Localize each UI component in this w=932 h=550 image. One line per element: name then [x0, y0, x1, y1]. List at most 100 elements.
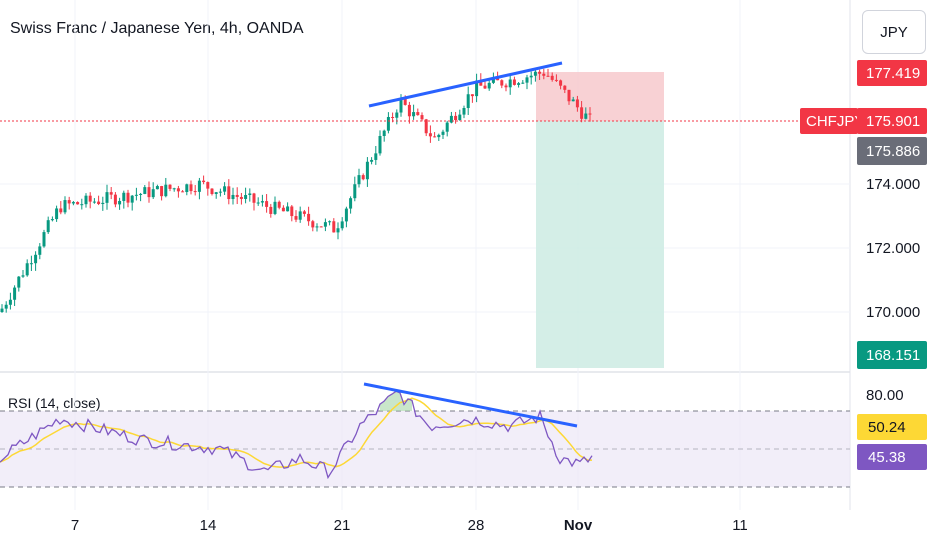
candle-body [8, 299, 12, 305]
candle-body [252, 193, 256, 203]
candle-body [92, 201, 96, 203]
rsi-value-tag [857, 444, 927, 470]
candle-body [189, 184, 193, 192]
candle-body [260, 201, 264, 203]
candle-body [315, 226, 319, 228]
candle-body [248, 193, 252, 195]
candle-body [424, 119, 428, 134]
candle-body [290, 206, 294, 217]
candle-body [357, 175, 361, 185]
candlestick-series [0, 68, 592, 313]
candle-body [538, 71, 542, 74]
candle-body [130, 195, 134, 203]
candle-body [244, 194, 248, 199]
candle-body [235, 194, 239, 197]
stop-price-text: 177.419 [866, 65, 920, 82]
candle-body [487, 82, 491, 89]
rsi-ma-tag [857, 414, 927, 440]
candle-body [302, 211, 306, 214]
candle-body [483, 85, 487, 89]
candle-body [462, 108, 466, 115]
candle-body [307, 213, 311, 222]
candle-body [281, 207, 285, 212]
candle-body [412, 112, 416, 117]
candle-body [277, 201, 281, 208]
candle-body [13, 287, 17, 300]
candle-body [407, 104, 411, 117]
candle-body [181, 191, 185, 193]
candle-body [328, 221, 332, 223]
stop-price-tag [857, 60, 927, 86]
rsi-trendline[interactable] [363, 382, 578, 428]
time-label-21: 21 [334, 517, 351, 534]
symbol-tag-text: CHFJPY [806, 113, 864, 130]
candle-body [479, 80, 483, 86]
candle-body [378, 136, 382, 154]
price-trendline[interactable] [368, 61, 563, 108]
candle-body [256, 202, 260, 204]
candle-body [542, 73, 546, 76]
candle-body [470, 94, 474, 97]
price-label-174: 174.000 [866, 176, 920, 193]
time-label-11: 11 [732, 517, 748, 534]
candle-body [160, 186, 164, 197]
candle-body [525, 77, 529, 83]
candle-body [84, 195, 88, 205]
candle-body [475, 80, 479, 97]
currency-button[interactable]: JPY [862, 10, 926, 54]
candle-body [416, 112, 420, 116]
candle-body [147, 187, 151, 198]
candle-body [454, 115, 458, 121]
candle-body [349, 198, 353, 209]
candle-body [567, 89, 571, 102]
candle-body [197, 180, 201, 192]
candle-body [214, 192, 218, 194]
candle-body [575, 99, 579, 108]
candle-body [101, 202, 105, 205]
candle-body [332, 221, 336, 233]
candle-body [155, 186, 159, 190]
rsi-ma-value: 50.24 [868, 419, 906, 436]
time-label-28: 28 [468, 517, 485, 534]
candle-body [168, 184, 172, 189]
candle-body [50, 219, 54, 221]
candle-body [38, 246, 42, 255]
stop-loss-zone[interactable] [536, 72, 664, 121]
candle-body [361, 175, 365, 180]
take-profit-zone[interactable] [536, 121, 664, 368]
candle-body [42, 232, 46, 247]
target-price-text: 168.151 [866, 347, 920, 364]
candle-body [445, 122, 449, 132]
candle-body [319, 226, 323, 228]
candle-body [399, 98, 403, 113]
candle-body [458, 114, 462, 121]
candle-body [449, 115, 453, 123]
candle-body [554, 79, 558, 81]
time-label-7: 7 [71, 517, 79, 534]
candle-body [588, 113, 592, 115]
candle-body [25, 263, 29, 276]
candle-body [336, 228, 340, 233]
time-label-nov: Nov [564, 517, 593, 534]
candle-body [126, 192, 130, 203]
candle-body [4, 304, 8, 309]
rsi-legend-label: RSI (14, close) [8, 395, 101, 411]
candle-body [164, 184, 168, 197]
candle-body [311, 221, 315, 228]
candle-body [67, 200, 71, 204]
candle-body [391, 116, 395, 118]
candle-body [176, 188, 180, 192]
candle-body [105, 192, 109, 203]
rsi-value-text: 45.38 [868, 449, 906, 466]
candle-body [227, 186, 231, 200]
candle-body [323, 222, 327, 227]
price-label-170: 170.000 [866, 304, 920, 321]
candle-body [88, 195, 92, 202]
candle-body [382, 130, 386, 137]
candle-body [21, 275, 25, 277]
candle-body [517, 83, 521, 85]
candle-body [340, 221, 344, 229]
countdown-price-tag [857, 137, 927, 165]
candle-body [122, 192, 126, 201]
